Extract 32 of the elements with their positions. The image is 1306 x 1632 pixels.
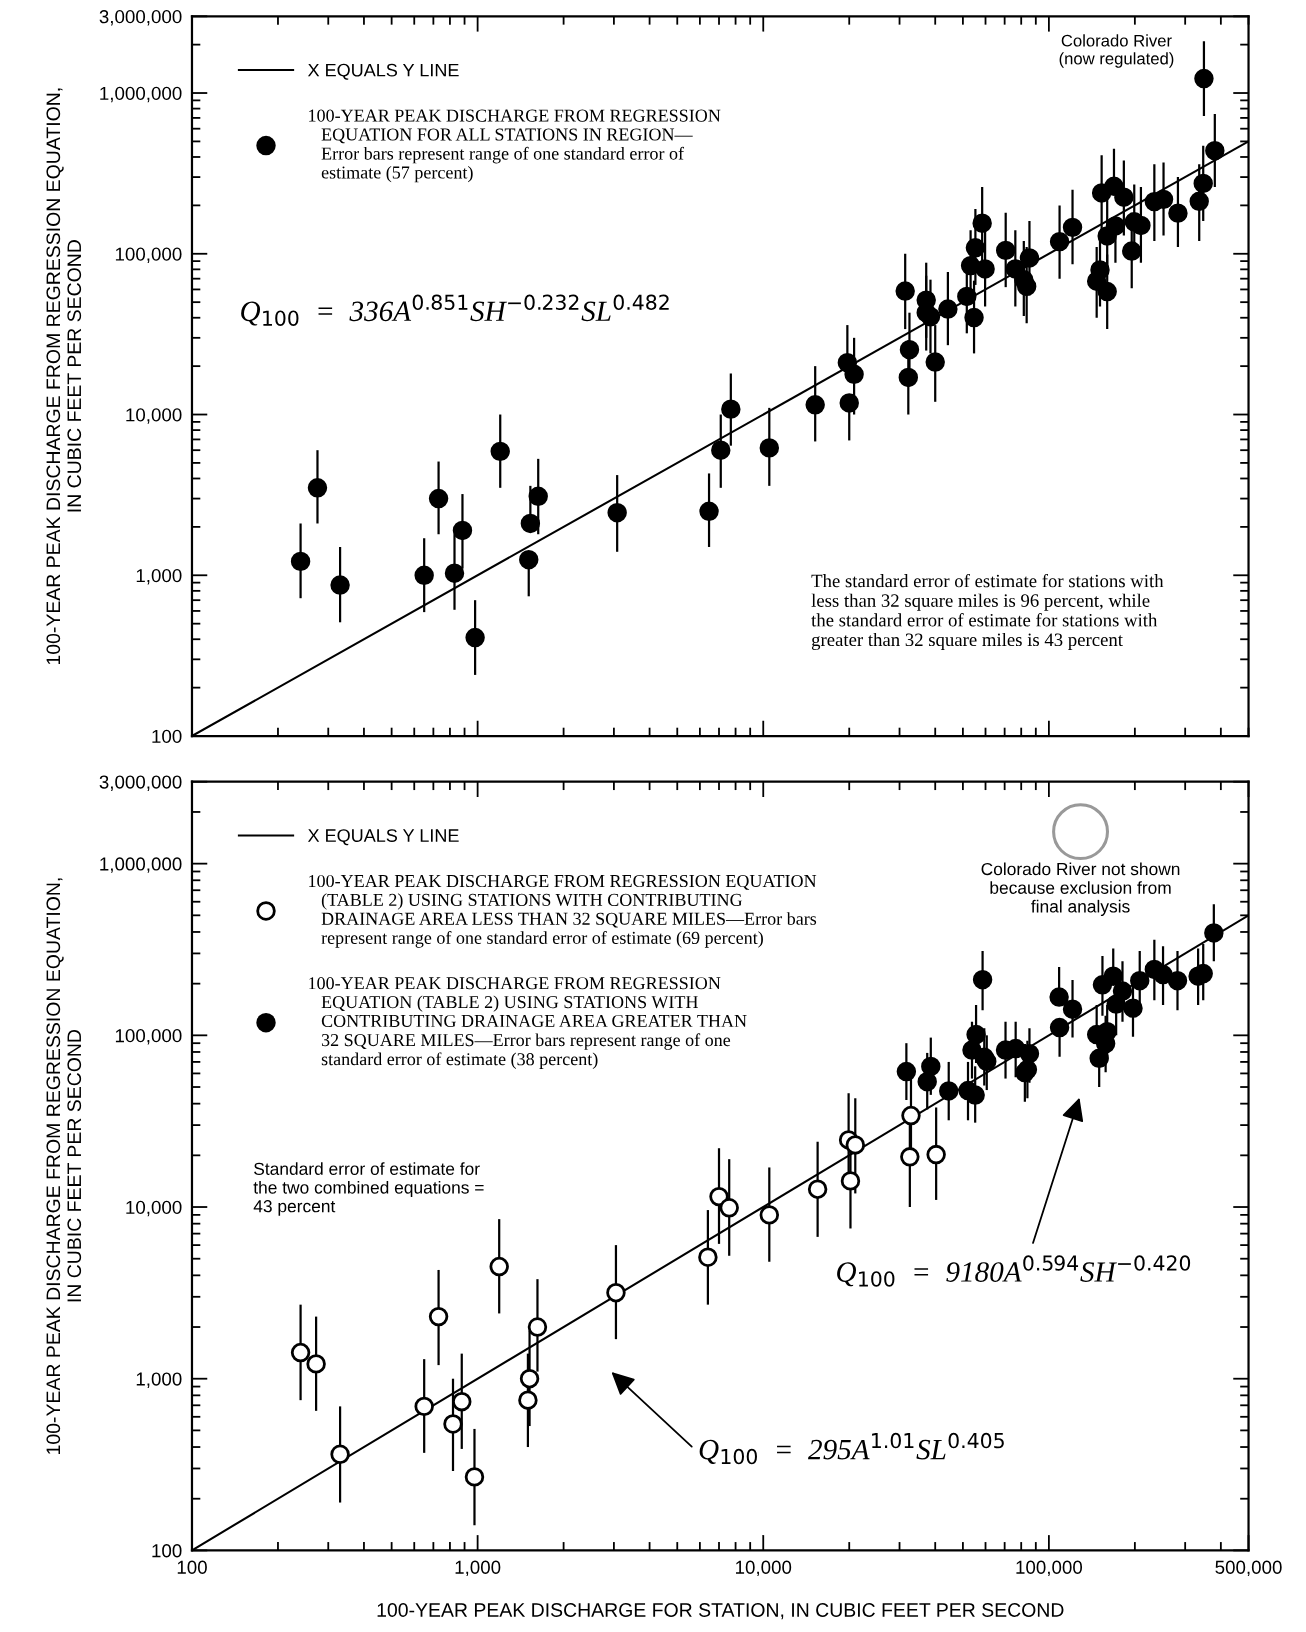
y-tick-label: 10,000 <box>126 1200 182 1217</box>
x-axis-title: 100-YEAR PEAK DISCHARGE FOR STATION, IN CUBIC FEET PER SECOND <box>377 1603 1064 1620</box>
y-tick-label: 1,000,000 <box>100 857 182 873</box>
annotation: Standard error of estimate for the two combined equations = 43 percent <box>253 1162 484 1216</box>
annotation: Q$_{100}$ = 295A$^{1.01}$SL$^{0.405}$ <box>699 1432 1004 1465</box>
annotation: Colorado River not shown because exclusion from final analysis <box>981 862 1180 917</box>
y-tick-label: 1,000 <box>136 568 182 585</box>
annotation: The standard error of estimate for stations with less than 32 square miles is 96 percent, while the standard error of estimate for stations with greater than 32 square miles is 43 percent <box>811 573 1164 650</box>
annotation: Colorado River (now regulated) <box>1059 34 1174 68</box>
legend-label: 100-YEAR PEAK DISCHARGE FROM REGRESSION EQUATION (TABLE 2) USING STATIONS WITH CONTRIBUTING DRAINAGE AREA GREATER THAN 32 SQUARE MILES—Error bars represent range of one standard error of estimate (38 percent) <box>309 977 747 1069</box>
annotation: Q$_{100}$ = 336A$^{0.851}$SH$^{−0.232}$SL$^{0.482}$ <box>241 294 669 326</box>
y-tick-label: 100,000 <box>115 1029 182 1045</box>
x-tick-label: 10,000 <box>736 1560 792 1577</box>
y-tick-label: 1,000 <box>136 1372 182 1388</box>
y-tick-label: 3,000,000 <box>99 775 182 791</box>
legend-label: X EQUALS Y LINE <box>307 63 459 80</box>
x-tick-label: 1,000 <box>455 1560 501 1577</box>
y-axis-title: 100-YEAR PEAK DISCHARGE FROM REGRESSION EQUATION, IN CUBIC FEET PER SECOND <box>46 878 82 1454</box>
y-tick-label: 10,000 <box>126 408 182 424</box>
y-tick-label: 100 <box>152 1544 182 1558</box>
legend-label: 100-YEAR PEAK DISCHARGE FROM REGRESSION EQUATION FOR ALL STATIONS IN REGION— Error bars represent range of one standard error of estimate (57 percent) <box>309 109 721 183</box>
y-tick-label: 1,000,000 <box>100 86 182 103</box>
annotation: Q$_{100}$ = 9180A$^{0.594}$SH$^{−0.420}$ <box>837 1255 1191 1287</box>
y-tick-label: 100,000 <box>115 247 182 263</box>
legend-label: 100-YEAR PEAK DISCHARGE FROM REGRESSION EQUATION (TABLE 2) USING STATIONS WITH CONTRIBUTING DRAINAGE AREA LESS THAN 32 SQUARE MILES—Error bars represent range of one standard error of estimate (69 percent) <box>309 874 817 948</box>
y-tick-label: 100 <box>152 729 182 744</box>
x-tick-label: 100,000 <box>1016 1560 1083 1577</box>
x-tick-label: 100 <box>177 1560 207 1574</box>
y-axis-title: 100-YEAR PEAK DISCHARGE FROM REGRESSION EQUATION, IN CUBIC FEET PER SECOND <box>46 88 82 665</box>
x-tick-label: 500,000 <box>1215 1560 1282 1577</box>
y-tick-label: 3,000,000 <box>99 10 182 26</box>
legend-label: X EQUALS Y LINE <box>307 829 459 846</box>
